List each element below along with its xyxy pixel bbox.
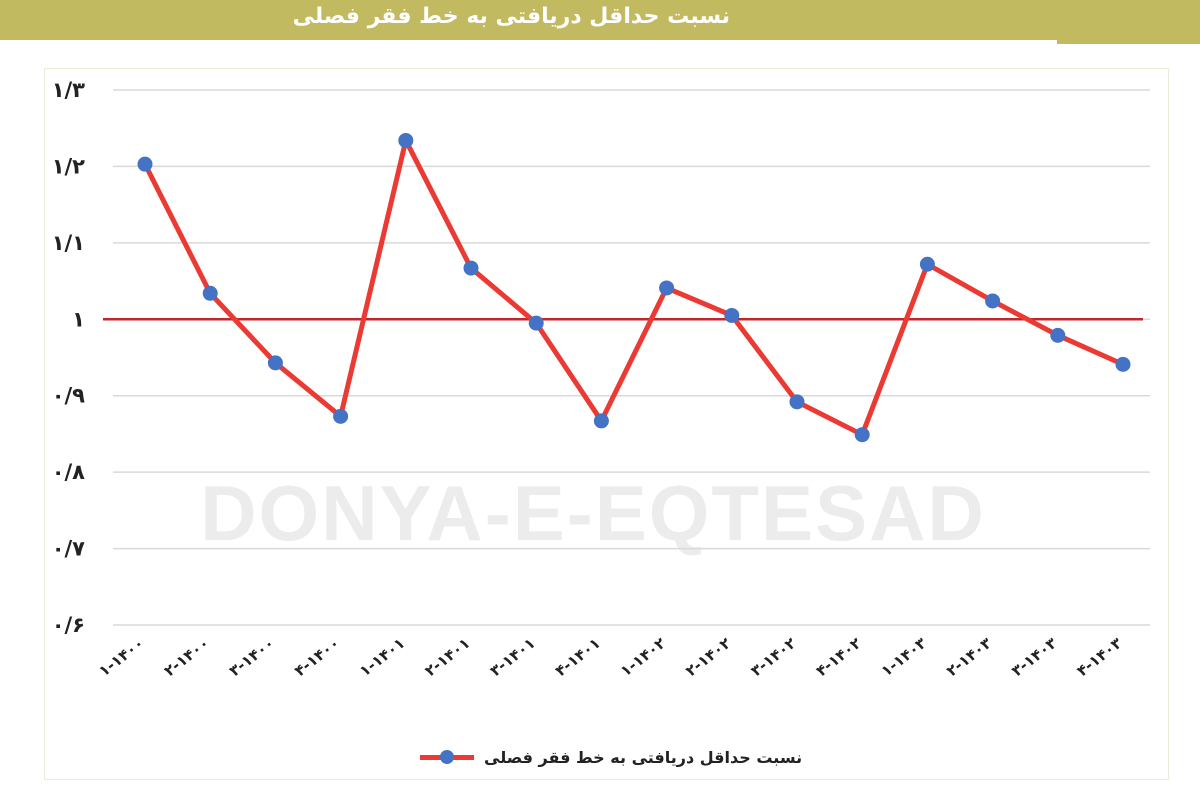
x-tick-label: ۲-۱۴۰۳ xyxy=(943,634,995,680)
x-tick-label: ۴-۱۴۰۳ xyxy=(1073,634,1125,680)
legend-label: نسبت حداقل دریافتی به خط فقر فصلی xyxy=(484,747,803,767)
data-point xyxy=(1115,356,1131,372)
data-point xyxy=(463,260,479,276)
data-point xyxy=(854,427,870,443)
data-point xyxy=(659,280,675,296)
data-point xyxy=(398,132,414,148)
legend: نسبت حداقل دریافتی به خط فقر فصلی xyxy=(420,742,802,772)
x-axis-ticks: ۱-۱۴۰۰ ۲-۱۴۰۰ ۳-۱۴۰۰ ۴-۱۴۰۰ ۱-۱۴۰۱ ۲-۱۴۰۱ ۳-۱۴… xyxy=(95,634,1125,680)
x-tick-label: ۱-۱۴۰۳ xyxy=(878,634,930,680)
data-point xyxy=(789,394,805,410)
x-tick-label: ۳-۱۴۰۲ xyxy=(747,634,799,680)
y-axis-ticks: ۱/۳ ۱/۲ ۱/۱ ۱ ۰/۹ ۰/۸ ۰/۷ ۰/۶ xyxy=(52,78,85,637)
data-point xyxy=(267,355,283,371)
chart-frame xyxy=(44,68,1169,780)
header-bar xyxy=(0,0,1200,40)
data-point xyxy=(1050,327,1066,343)
legend-swatch xyxy=(420,750,474,764)
y-tick-label: ۱/۱ xyxy=(52,231,85,255)
watermark: DONYA-E-EQTESAD xyxy=(200,469,986,557)
x-tick-label: ۱-۱۴۰۲ xyxy=(617,634,669,680)
x-tick-label: ۲-۱۴۰۱ xyxy=(421,634,473,680)
data-point xyxy=(137,156,153,172)
data-point xyxy=(593,413,609,429)
data-point xyxy=(724,307,740,323)
watermark-text: DONYA-E-EQTESAD xyxy=(200,469,986,557)
data-point xyxy=(919,256,935,272)
data-point xyxy=(333,408,349,424)
series-line xyxy=(142,137,1126,438)
y-tick-label: ۰/۹ xyxy=(52,384,85,408)
y-tick-label: ۱/۳ xyxy=(52,78,85,102)
header-accent xyxy=(1057,40,1200,44)
chart-title: نسبت حداقل دریافتی به خط فقر فصلی xyxy=(292,4,730,29)
x-tick-label: ۳-۱۴۰۳ xyxy=(1008,634,1060,680)
x-tick-label: ۳-۱۴۰۱ xyxy=(487,634,539,680)
y-tick-label: ۰/۸ xyxy=(52,460,85,484)
data-point xyxy=(985,293,1001,309)
x-tick-label: ۳-۱۴۰۰ xyxy=(226,634,278,680)
x-tick-label: ۴-۱۴۰۰ xyxy=(291,634,343,680)
x-tick-label: ۲-۱۴۰۲ xyxy=(682,634,734,680)
x-tick-label: ۴-۱۴۰۱ xyxy=(552,634,604,680)
x-tick-label: ۴-۱۴۰۲ xyxy=(813,634,865,680)
x-tick-label: ۲-۱۴۰۰ xyxy=(161,634,213,680)
y-tick-label: ۰/۷ xyxy=(52,537,85,561)
y-tick-label: ۰/۶ xyxy=(52,613,85,637)
y-tick-label: ۱/۲ xyxy=(52,154,85,178)
y-tick-label: ۱ xyxy=(72,307,85,331)
data-point xyxy=(202,285,218,301)
data-point xyxy=(528,315,544,331)
series-layer xyxy=(137,132,1131,443)
x-tick-label: ۱-۱۴۰۱ xyxy=(356,634,408,680)
x-tick-label: ۱-۱۴۰۰ xyxy=(95,634,147,680)
